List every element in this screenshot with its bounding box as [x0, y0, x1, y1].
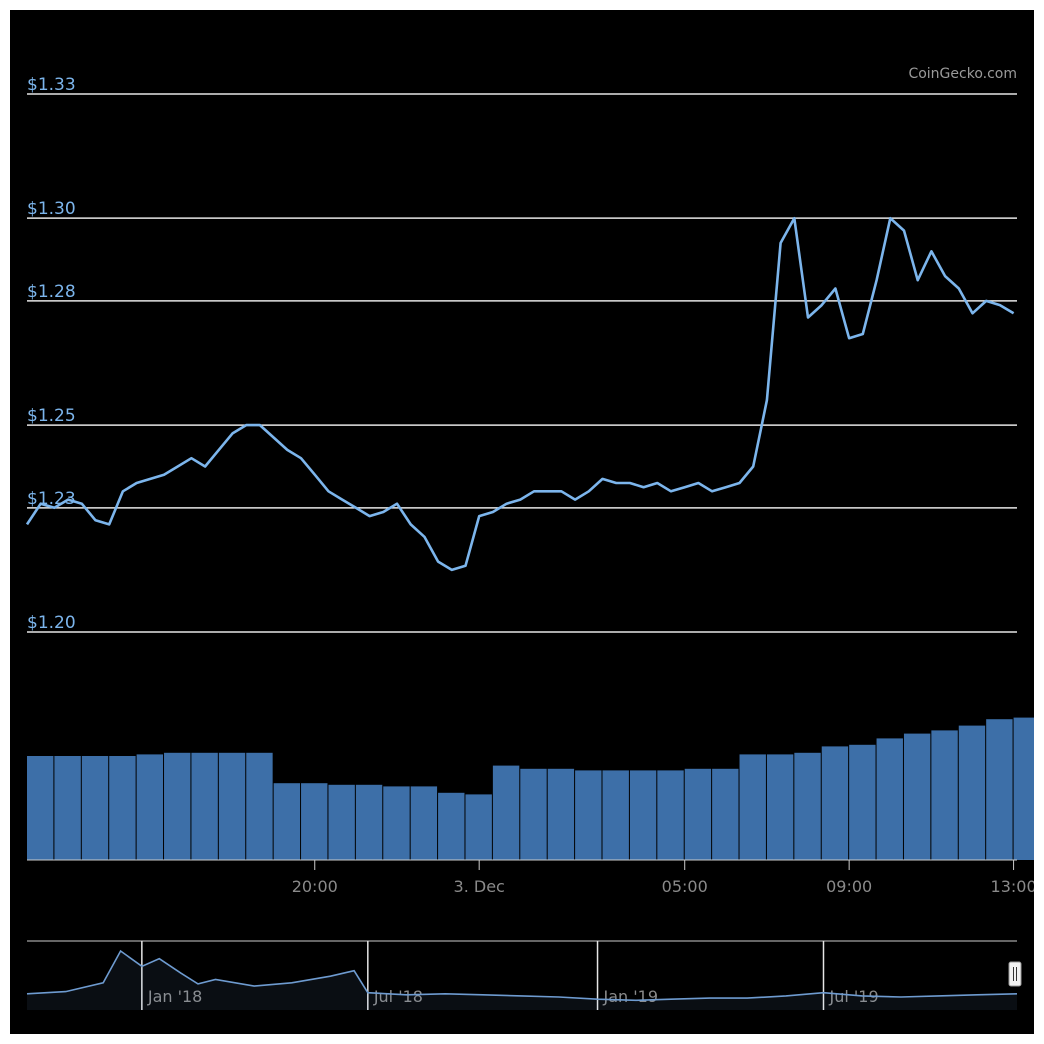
volume-bar — [164, 752, 191, 860]
navigator-area — [27, 951, 1017, 1010]
volume-bar — [958, 725, 986, 860]
volume-bar — [1013, 717, 1034, 860]
y-gridlines — [27, 93, 1017, 633]
volume-bar — [410, 786, 438, 860]
volume-bar — [629, 770, 657, 860]
volume-bar — [547, 768, 575, 860]
volume-bar — [81, 756, 109, 860]
volume-bar — [602, 770, 629, 860]
volume-bar — [849, 744, 876, 860]
navigator-ticks: Jan '18 Jul '18 Jan '19 Jul '19 — [141, 941, 879, 1010]
x-tick-label: 3. Dec — [454, 877, 505, 896]
volume-bar — [684, 768, 712, 860]
volume-bar — [903, 733, 931, 860]
x-tick-label: 13:00 — [991, 877, 1034, 896]
volume-bar — [766, 754, 794, 860]
navigator-tick-label: Jul '19 — [828, 987, 878, 1006]
y-tick-label: $1.28 — [27, 282, 76, 302]
volume-bar — [520, 768, 547, 860]
y-axis-labels: $1.20$1.23$1.25$1.28$1.30$1.33 — [27, 75, 76, 633]
y-tick-label: $1.33 — [27, 75, 76, 95]
navigator-tick-label: Jul '18 — [373, 987, 423, 1006]
volume-bar — [438, 792, 465, 860]
navigator-tick-label: Jan '19 — [603, 987, 659, 1006]
x-tick-label: 09:00 — [826, 877, 872, 896]
volume-bar — [876, 738, 903, 860]
navigator-handle[interactable] — [1008, 961, 1022, 987]
volume-bar — [27, 756, 54, 860]
navigator-tick-label: Jan '18 — [147, 987, 203, 1006]
volume-bar — [109, 756, 136, 860]
volume-bar — [739, 754, 766, 860]
volume-bar — [986, 719, 1013, 860]
volume-bar — [821, 746, 849, 860]
volume-bar — [246, 752, 273, 860]
volume-bar — [931, 730, 958, 860]
volume-bar — [712, 768, 739, 860]
x-axis-ticks: 20:00 3. Dec 05:00 09:00 13:00 — [292, 860, 1034, 896]
volume-bars — [27, 717, 1034, 860]
volume-bar — [301, 783, 328, 860]
navigator[interactable]: Jan '18 Jul '18 Jan '19 Jul '19 — [26, 940, 1022, 1010]
x-tick-label: 05:00 — [662, 877, 708, 896]
volume-bar — [355, 784, 383, 860]
volume-bar — [273, 783, 301, 860]
volume-bar — [794, 752, 821, 860]
y-tick-label: $1.20 — [27, 613, 76, 633]
navigator-line — [26, 949, 1018, 1002]
volume-bar — [54, 756, 81, 860]
volume-bar — [465, 794, 492, 860]
price-line-group[interactable] — [25, 216, 1015, 572]
volume-bar — [575, 770, 602, 860]
volume-bar — [657, 770, 684, 860]
volume-bar — [218, 752, 246, 860]
price-chart: $1.20 $1.23 $1.25 $1.28 $1.30 $1.33 20:00 3. D… — [10, 10, 1034, 1034]
navigator-series — [26, 949, 1018, 1010]
volume-bar — [191, 752, 218, 860]
volume-bar — [492, 765, 520, 860]
volume-bar — [328, 784, 355, 860]
chart-canvas: $1.20$1.23$1.25$1.28$1.30$1.33 20:00 3. D… — [25, 66, 1034, 1010]
volume-bar — [136, 754, 164, 860]
y-tick-label: $1.30 — [27, 199, 76, 219]
credit-label[interactable]: CoinGecko.com — [908, 66, 1017, 82]
price-line[interactable] — [25, 216, 1015, 572]
volume-bar — [383, 786, 410, 860]
x-tick-label: 20:00 — [292, 877, 338, 896]
y-tick-label: $1.25 — [27, 406, 76, 426]
